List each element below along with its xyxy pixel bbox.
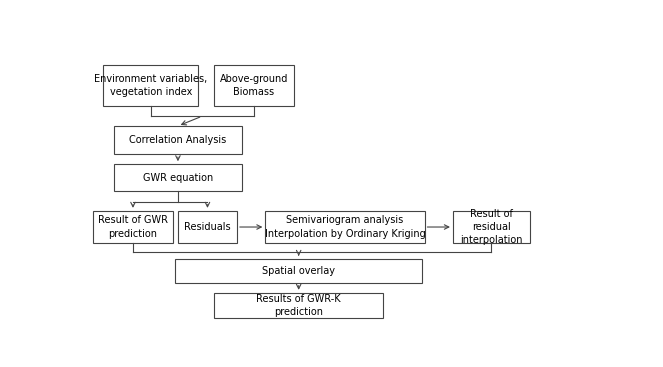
Text: Result of
residual
interpolation: Result of residual interpolation — [460, 209, 522, 245]
Text: Semivariogram analysis
Interpolation by Ordinary Kriging: Semivariogram analysis Interpolation by … — [265, 215, 425, 239]
Bar — [114, 164, 242, 191]
Text: Spatial overlay: Spatial overlay — [262, 266, 335, 276]
Text: Correlation Analysis: Correlation Analysis — [129, 135, 227, 145]
Text: GWR equation: GWR equation — [143, 172, 213, 182]
Text: Above-ground
Biomass: Above-ground Biomass — [219, 74, 288, 97]
Text: Residuals: Residuals — [184, 222, 231, 232]
Text: Result of GWR
prediction: Result of GWR prediction — [98, 215, 168, 239]
Text: Environment variables,
vegetation index: Environment variables, vegetation index — [94, 74, 208, 97]
Bar — [175, 259, 422, 283]
Bar — [93, 211, 173, 243]
Bar — [114, 126, 242, 154]
Text: Results of GWR-K
prediction: Results of GWR-K prediction — [257, 294, 341, 317]
Bar — [453, 211, 530, 243]
Bar — [178, 211, 237, 243]
Bar — [214, 293, 383, 318]
Bar — [214, 65, 294, 106]
Bar — [265, 211, 424, 243]
Bar — [103, 65, 198, 106]
